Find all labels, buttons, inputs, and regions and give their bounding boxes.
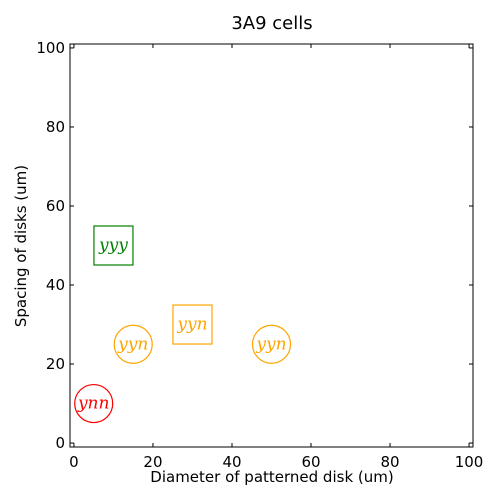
y-tick-label: 80	[46, 118, 65, 136]
y-tick-label: 60	[46, 197, 65, 215]
data-point: ynn	[74, 383, 114, 424]
point-label: ynn	[77, 394, 110, 414]
point-label: yyy	[98, 236, 128, 256]
point-label: yyn	[117, 334, 148, 354]
plot-area	[69, 43, 474, 448]
data-points: ynn yyn yyn yyn yyy	[74, 225, 292, 424]
y-tick-label: 40	[46, 276, 65, 294]
data-point: yyn	[251, 324, 292, 364]
point-marker-circle	[74, 383, 114, 424]
x-tick-label: 40	[222, 453, 241, 471]
x-tick-label: 20	[143, 453, 162, 471]
point-label: yyn	[176, 315, 207, 335]
x-tick-label: 80	[380, 453, 399, 471]
x-tick-label: 0	[69, 453, 79, 471]
data-point: yyn	[113, 324, 153, 364]
point-marker-circle	[113, 324, 153, 364]
point-marker-circle	[251, 324, 292, 364]
x-axis-label: Diameter of patterned disk (um)	[150, 468, 393, 486]
data-point: yyn	[172, 304, 213, 345]
y-tick-label: 20	[46, 355, 65, 373]
point-marker-square	[172, 304, 213, 345]
y-tick-label: 100	[36, 39, 65, 57]
x-tick-label: 100	[455, 453, 484, 471]
y-axis-label: Spacing of disks (um)	[12, 165, 30, 327]
data-point: yyy	[93, 225, 134, 266]
point-label: yyn	[255, 334, 286, 354]
point-marker-square	[93, 225, 134, 266]
y-tick-label: 0	[55, 434, 65, 452]
chart-title: 3A9 cells	[231, 13, 312, 34]
axis-ticks: 0 20 40 60 80 100 0 20 40 60 80 100	[36, 39, 483, 471]
x-tick-label: 60	[301, 453, 320, 471]
